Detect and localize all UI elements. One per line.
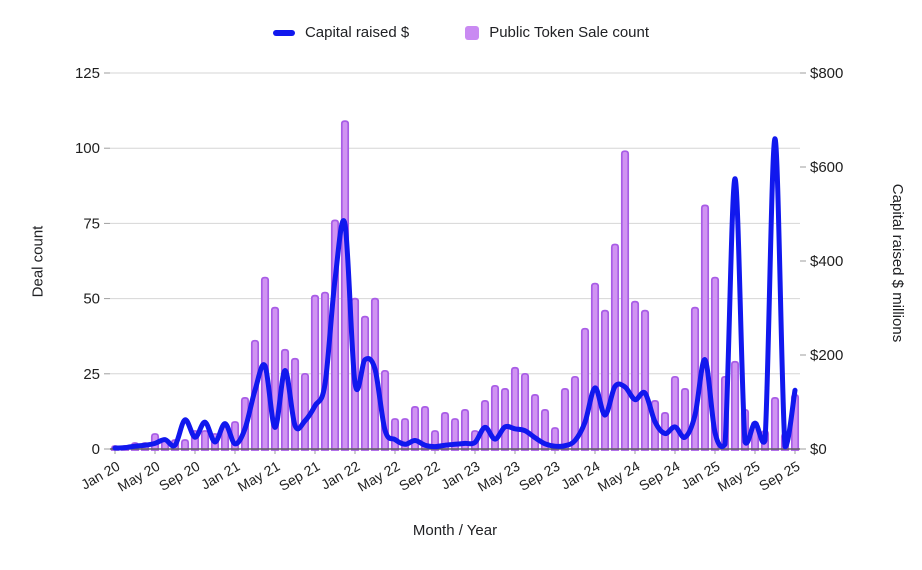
bar bbox=[600, 309, 610, 451]
x-axis-tick-label: Jan 20 bbox=[78, 458, 123, 493]
capital-raised-line bbox=[112, 136, 798, 451]
right-axis-tick-label: $400 bbox=[810, 253, 843, 270]
bar bbox=[770, 397, 780, 451]
right-axis-tick-label: $800 bbox=[810, 65, 843, 82]
bar bbox=[420, 406, 430, 451]
x-axis-tick-label: Sep 22 bbox=[396, 458, 443, 494]
bar bbox=[200, 430, 210, 451]
right-axis-tick-label: $200 bbox=[810, 347, 843, 364]
right-axis-title: Capital raised $ millions bbox=[889, 183, 906, 343]
bar bbox=[390, 418, 400, 451]
x-axis-tick-label: May 23 bbox=[475, 458, 523, 495]
x-axis-tick-label: Jan 23 bbox=[438, 458, 483, 493]
bar bbox=[680, 387, 690, 451]
bar bbox=[500, 387, 510, 451]
bar bbox=[520, 372, 530, 451]
legend-item-capital-raised: Capital raised $ bbox=[272, 24, 410, 41]
x-axis-tick-label: May 24 bbox=[595, 458, 643, 495]
bar bbox=[280, 348, 290, 451]
bar bbox=[620, 150, 630, 451]
bar bbox=[670, 375, 680, 451]
x-axis-title: Month / Year bbox=[412, 522, 498, 539]
bar bbox=[310, 294, 320, 451]
legend-item-token-sale-count: Public Token Sale count bbox=[465, 24, 649, 41]
bar bbox=[640, 309, 650, 451]
bar bbox=[440, 412, 450, 451]
bar bbox=[180, 439, 190, 451]
bar bbox=[360, 315, 370, 451]
x-axis-tick-label: Sep 25 bbox=[756, 458, 803, 494]
left-axis-tick-label: 50 bbox=[83, 291, 100, 308]
left-axis-tick-label: 100 bbox=[75, 140, 100, 157]
bar bbox=[570, 375, 580, 451]
bar bbox=[560, 387, 570, 451]
x-axis-tick-label: Jan 25 bbox=[678, 458, 723, 493]
x-axis-tick-label: Jan 21 bbox=[198, 458, 243, 493]
x-axis-tick-label: Sep 23 bbox=[516, 458, 563, 494]
left-axis-tick-label: 125 bbox=[75, 65, 100, 82]
bar bbox=[730, 360, 740, 451]
bar bbox=[460, 409, 470, 451]
x-axis-tick-label: Jan 24 bbox=[558, 458, 603, 493]
left-axis-tick-label: 75 bbox=[83, 215, 100, 232]
legend-label-token-sale-count: Public Token Sale count bbox=[489, 24, 650, 41]
x-axis-tick-label: May 21 bbox=[235, 458, 283, 495]
bar bbox=[540, 409, 550, 451]
x-axis-tick-label: May 20 bbox=[115, 458, 163, 495]
x-axis-tick-label: Sep 20 bbox=[156, 458, 203, 494]
line-swatch-icon bbox=[272, 29, 295, 36]
legend: Capital raised $ Public Token Sale count bbox=[0, 24, 922, 41]
gridlines: 0 25 50 75 100 125 $0 $200 $400 $600 $800 bbox=[75, 65, 843, 458]
bar bbox=[300, 372, 310, 451]
x-axis-tick-label: May 25 bbox=[715, 458, 763, 495]
left-axis-tick-label: 25 bbox=[83, 366, 100, 383]
bar bbox=[590, 282, 600, 451]
x-axis-tick-label: Sep 24 bbox=[636, 458, 683, 494]
legend-label-capital-raised: Capital raised $ bbox=[304, 24, 410, 41]
bar bbox=[630, 300, 640, 451]
bar bbox=[490, 384, 500, 451]
bar-swatch-icon bbox=[465, 25, 480, 40]
left-axis-title: Deal count bbox=[29, 225, 47, 298]
left-axis-tick-label: 0 bbox=[92, 441, 100, 458]
right-axis-tick-label: $600 bbox=[810, 159, 843, 176]
bar bbox=[340, 120, 350, 451]
x-axis-tick-label: Sep 21 bbox=[276, 458, 323, 494]
bar bbox=[610, 243, 620, 451]
x-axis-tick-label: Jan 22 bbox=[318, 458, 363, 493]
right-axis-tick-label: $0 bbox=[810, 441, 827, 458]
bar bbox=[700, 204, 710, 451]
x-axis-tick-label: May 22 bbox=[355, 458, 403, 495]
bar bbox=[510, 366, 520, 451]
